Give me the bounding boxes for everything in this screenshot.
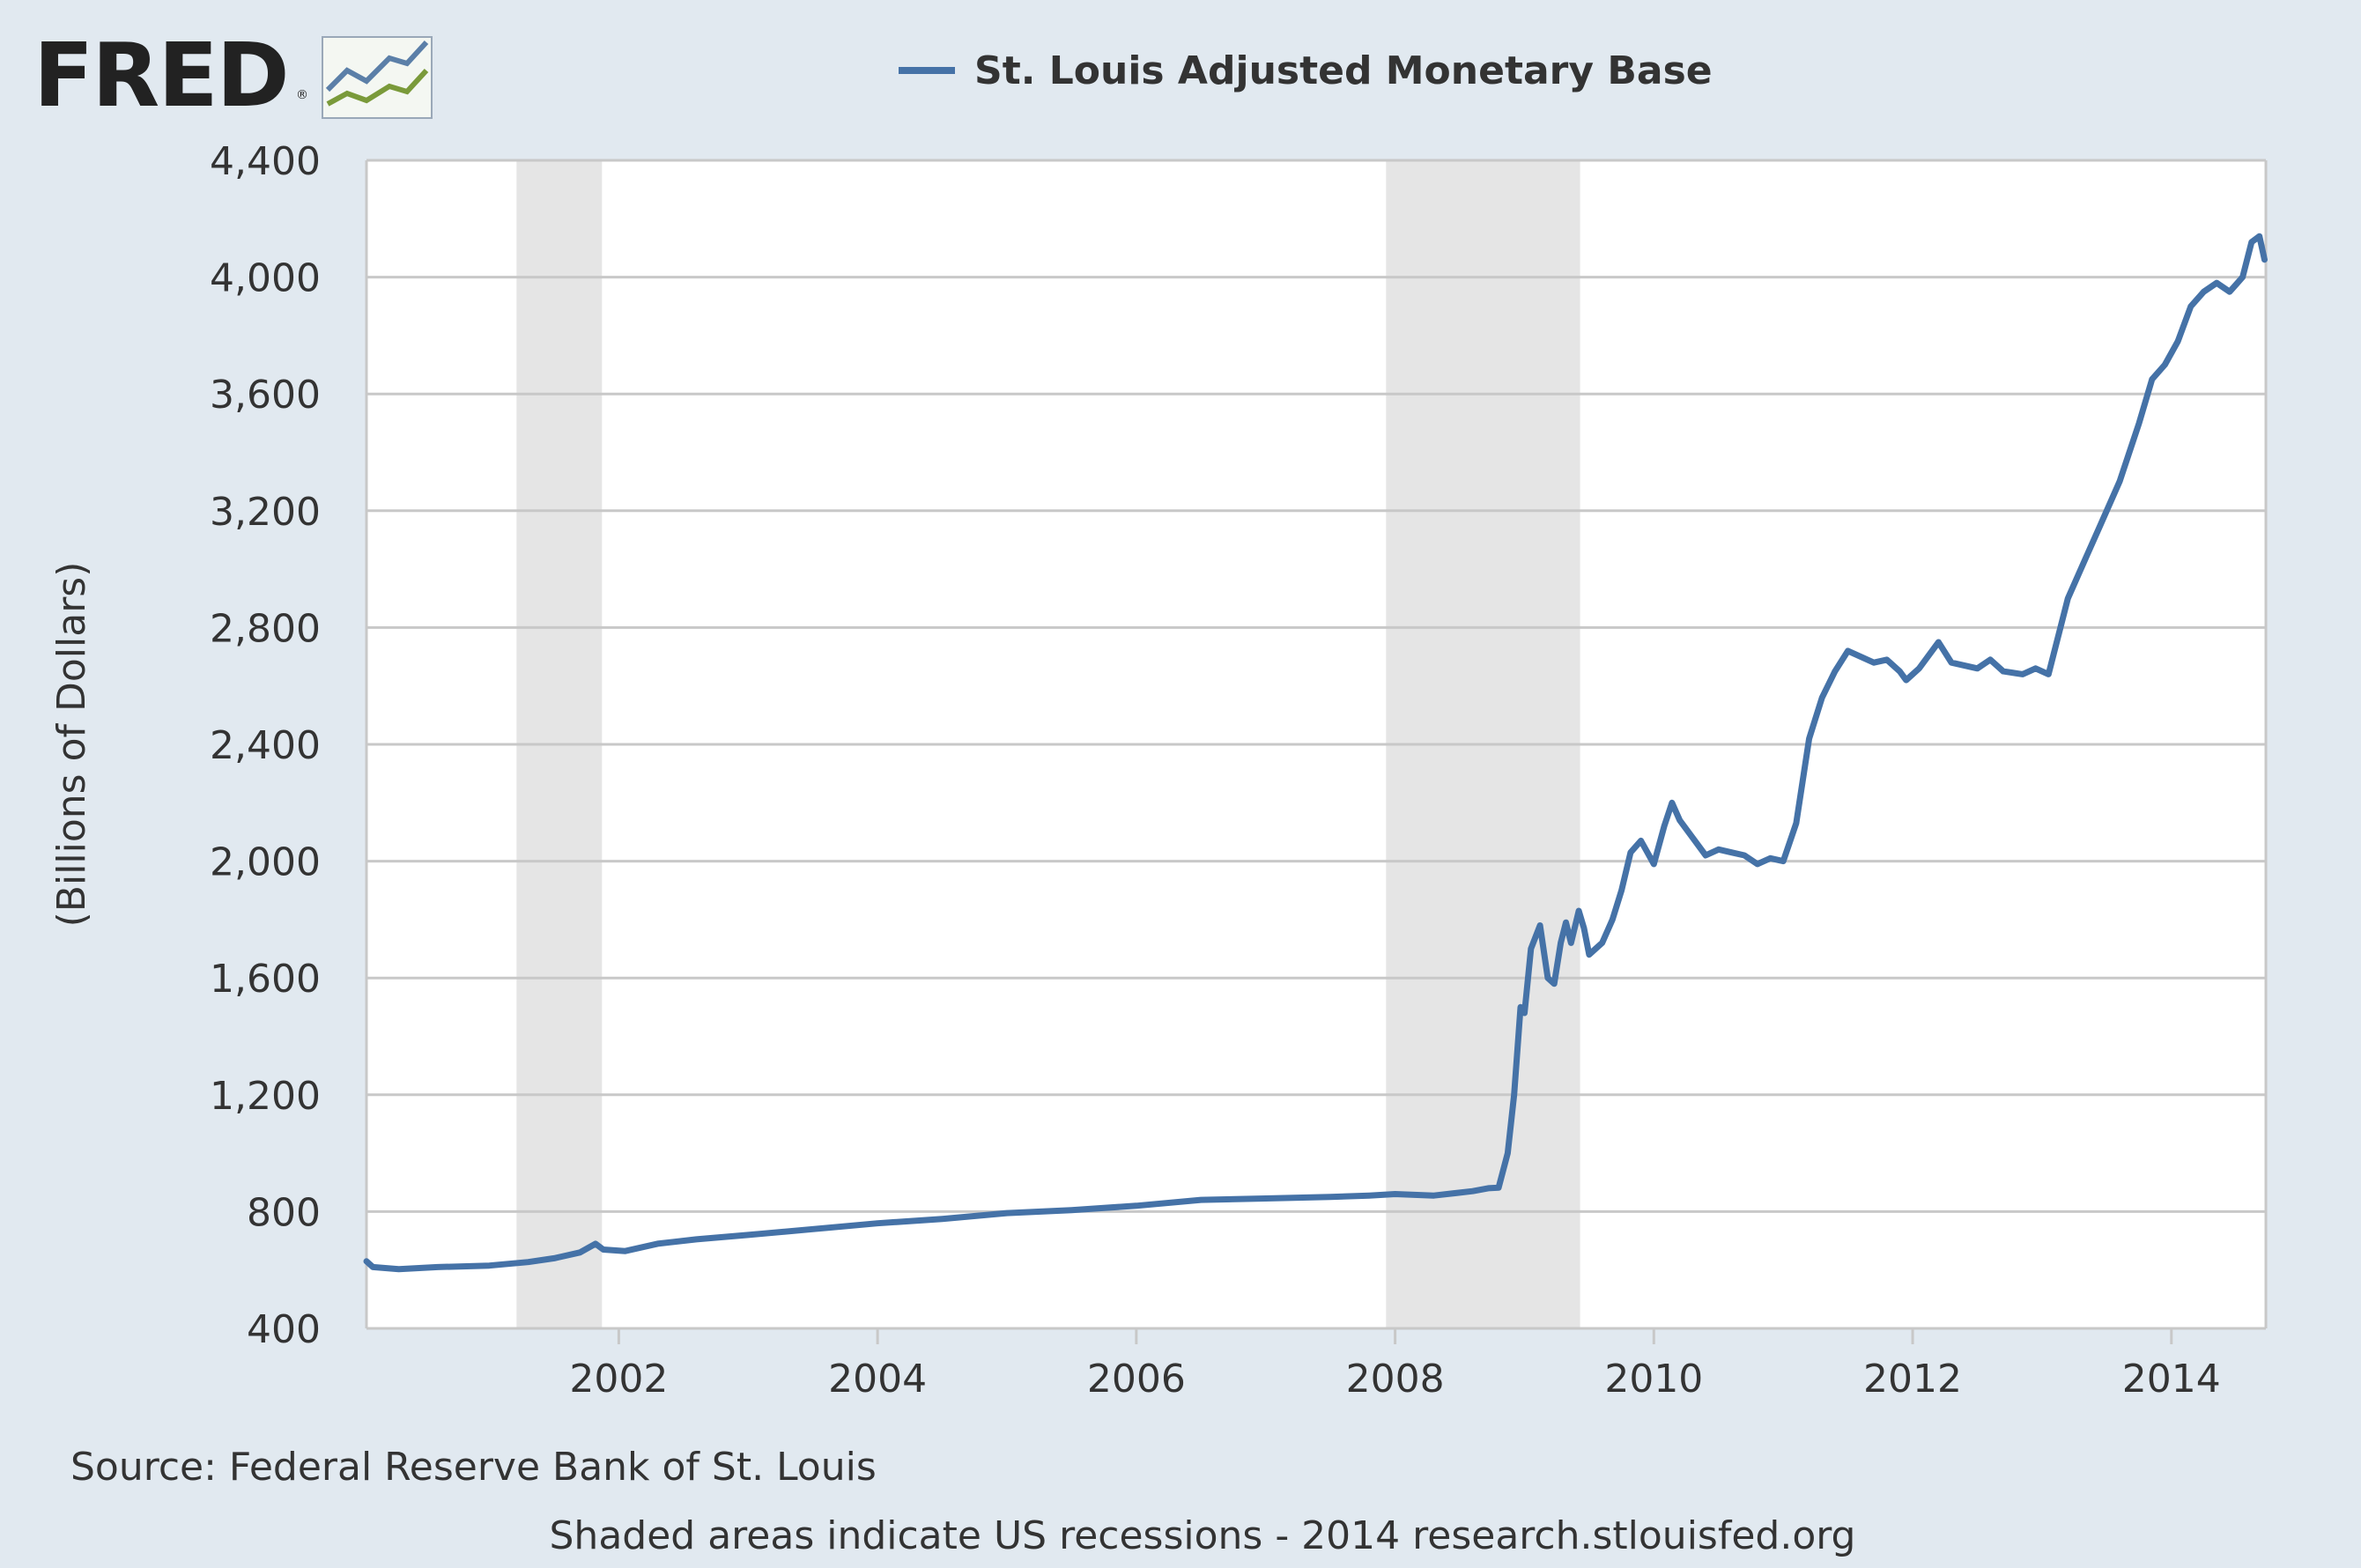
shading-note: Shaded areas indicate US recessions - 20…	[549, 1513, 1856, 1558]
y-tick-label: 800	[247, 1190, 321, 1235]
y-axis-label: (Billions of Dollars)	[49, 562, 94, 928]
y-tick-label: 1,600	[210, 957, 321, 1002]
logo-text: FRED	[33, 24, 290, 127]
x-tick-label: 2004	[828, 1357, 927, 1402]
y-tick-label: 2,400	[210, 723, 321, 768]
y-tick-label: 400	[247, 1307, 321, 1352]
logo-registered-mark: ®	[296, 88, 308, 102]
y-tick-label: 3,200	[210, 490, 321, 535]
x-tick-label: 2008	[1346, 1357, 1445, 1402]
y-tick-label: 4,400	[210, 139, 321, 184]
x-tick-label: 2006	[1087, 1357, 1186, 1402]
chart-legend: St. Louis Adjusted Monetary Base	[899, 46, 1713, 95]
y-tick-label: 2,800	[210, 606, 321, 651]
y-tick-label: 3,600	[210, 373, 321, 418]
logo-graph-icon	[322, 36, 433, 119]
source-note: Source: Federal Reserve Bank of St. Loui…	[70, 1445, 877, 1490]
fred-logo: FRED ®	[33, 24, 433, 127]
legend-swatch	[899, 67, 955, 74]
series-line-monetary-base	[363, 233, 2268, 1273]
x-tick-label: 2010	[1604, 1357, 1703, 1402]
y-tick-label: 1,200	[210, 1074, 321, 1119]
x-tick-label: 2002	[569, 1357, 668, 1402]
x-tick-label: 2012	[1863, 1357, 1962, 1402]
y-tick-label: 2,000	[210, 840, 321, 885]
legend-label: St. Louis Adjusted Monetary Base	[974, 48, 1713, 93]
y-tick-label: 4,000	[210, 256, 321, 301]
x-tick-label: 2014	[2122, 1357, 2221, 1402]
